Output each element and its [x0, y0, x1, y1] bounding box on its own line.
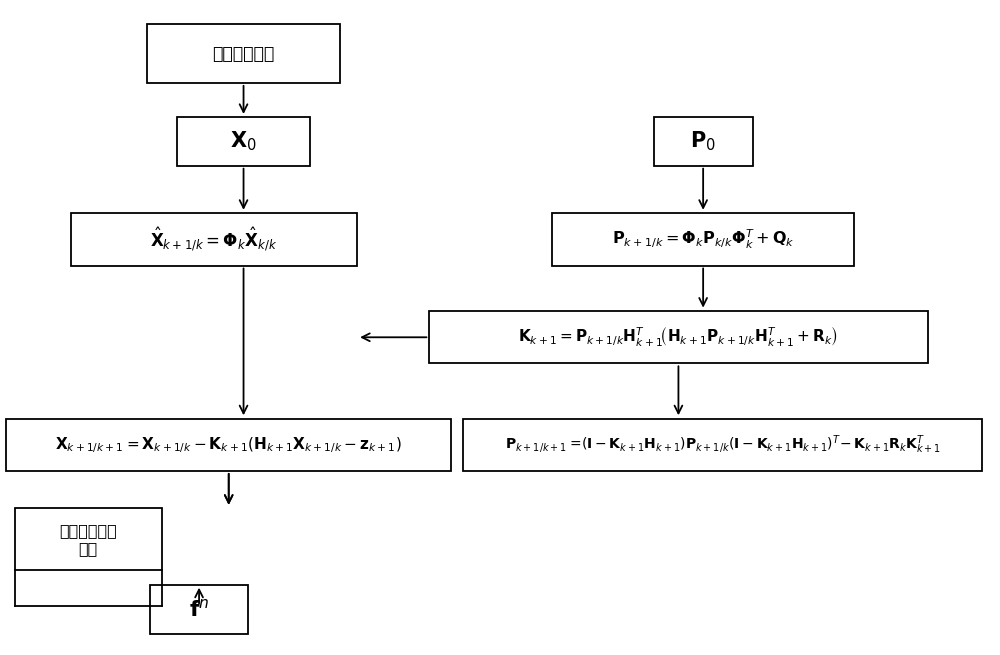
FancyBboxPatch shape: [71, 214, 357, 265]
Text: $\mathbf{f}^n$: $\mathbf{f}^n$: [189, 598, 209, 620]
Text: $\mathbf{X}_{k+1/k+1}=\mathbf{X}_{k+1/k}-\mathbf{K}_{k+1}\left(\mathbf{H}_{k+1}\: $\mathbf{X}_{k+1/k+1}=\mathbf{X}_{k+1/k}…: [55, 435, 402, 455]
FancyBboxPatch shape: [150, 585, 248, 634]
FancyBboxPatch shape: [6, 419, 451, 471]
Text: $\hat{\mathbf{X}}_{k+1/k}=\mathbf{\Phi}_k\hat{\mathbf{X}}_{k/k}$: $\hat{\mathbf{X}}_{k+1/k}=\mathbf{\Phi}_…: [150, 225, 278, 253]
FancyBboxPatch shape: [15, 508, 162, 571]
FancyBboxPatch shape: [177, 117, 310, 166]
FancyBboxPatch shape: [429, 311, 928, 364]
FancyBboxPatch shape: [147, 24, 340, 83]
Text: 惯性导航解算: 惯性导航解算: [212, 45, 275, 63]
Text: $\mathbf{K}_{k+1}=\mathbf{P}_{k+1/k}\mathbf{H}_{k+1}^T\!\left(\mathbf{H}_{k+1}\m: $\mathbf{K}_{k+1}=\mathbf{P}_{k+1/k}\mat…: [518, 326, 838, 349]
Text: 惯性导航解算
结果: 惯性导航解算 结果: [59, 523, 117, 555]
Text: $\mathbf{P}_{k+1/k+1}=\!\left(\mathbf{I}-\mathbf{K}_{k+1}\mathbf{H}_{k+1}\right): $\mathbf{P}_{k+1/k+1}=\!\left(\mathbf{I}…: [505, 434, 941, 456]
FancyBboxPatch shape: [463, 419, 982, 471]
FancyBboxPatch shape: [552, 214, 854, 265]
FancyBboxPatch shape: [654, 117, 753, 166]
Text: $\mathbf{X}_0$: $\mathbf{X}_0$: [230, 130, 257, 153]
Text: $\mathbf{P}_{k+1/k}=\mathbf{\Phi}_k\mathbf{P}_{k/k}\mathbf{\Phi}_k^T+\mathbf{Q}_: $\mathbf{P}_{k+1/k}=\mathbf{\Phi}_k\math…: [612, 228, 794, 251]
Text: $\mathbf{P}_0$: $\mathbf{P}_0$: [690, 130, 716, 153]
